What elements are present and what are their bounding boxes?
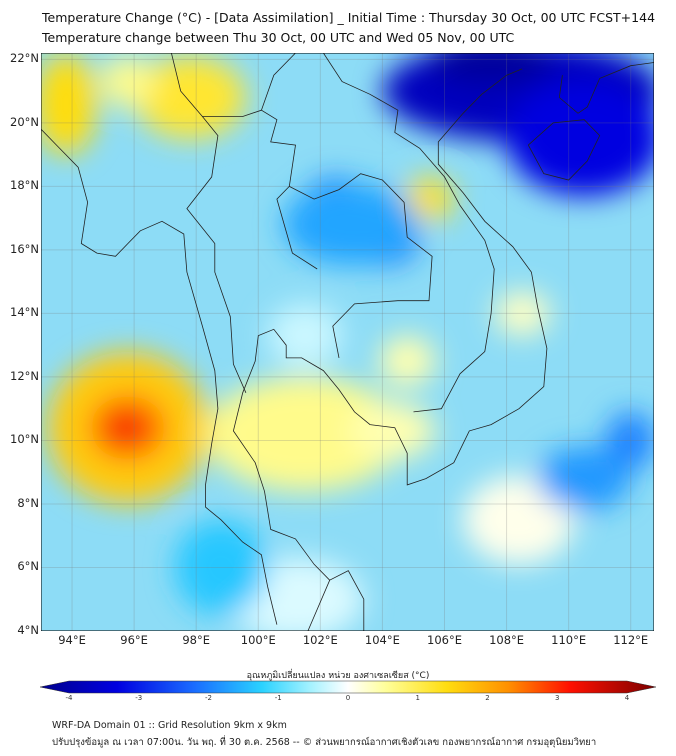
map-title: Temperature Change (°C) - [Data Assimila… — [42, 10, 656, 25]
longitude-label: 110°E — [551, 633, 587, 647]
longitude-label: 102°E — [302, 633, 338, 647]
temperature-anomaly-region — [379, 335, 436, 387]
latitude-label: 8°N — [17, 495, 39, 510]
longitude-label: 112°E — [613, 633, 649, 647]
latitude-label: 6°N — [17, 559, 39, 574]
latitude-label: 10°N — [10, 432, 39, 447]
temperature-anomaly-region — [99, 56, 156, 107]
longitude-label: 94°E — [58, 633, 86, 647]
colorbar-label: อุณหภูมิเปลี่ยนแปลง หน่วย องศาเซลเซียส (… — [246, 671, 430, 681]
colorbar-tick-label: -2 — [205, 694, 212, 702]
temperature-anomaly-region — [404, 176, 454, 222]
temperature-anomaly-region — [605, 411, 654, 470]
temperature-anomaly-region — [428, 53, 554, 85]
colorbar-tick-label: -1 — [274, 694, 282, 702]
longitude-label: 106°E — [427, 633, 462, 647]
colorbar-tick-label: 3 — [555, 694, 560, 702]
coastline-border — [261, 53, 296, 111]
temperature-change-map — [41, 53, 654, 631]
colorbar — [40, 680, 656, 694]
coastline-border — [171, 53, 433, 358]
footer-update-info: ปรับปรุงข้อมูล ณ เวลา 07:00น. วัน พฤ. ที… — [52, 737, 597, 748]
colorbar-tick-label: -4 — [65, 694, 73, 702]
temperature-anomaly-region — [463, 475, 575, 565]
temperature-anomaly-region — [41, 53, 97, 155]
colorbar-tick-label: 2 — [485, 694, 490, 702]
coastline-border — [527, 119, 601, 181]
colorbar-tick-label: -3 — [135, 694, 143, 702]
latitude-label: 16°N — [10, 241, 39, 256]
temperature-anomaly-region — [109, 413, 141, 443]
coastline-border — [307, 570, 365, 631]
temperature-anomaly-region — [348, 402, 436, 460]
temperature-anomaly-region — [537, 446, 631, 511]
map-subtitle: Temperature change between Thu 30 Oct, 0… — [42, 30, 515, 45]
coastline-border — [232, 68, 548, 581]
temperature-anomaly-region — [283, 183, 420, 266]
colorbar-tick-label: 1 — [415, 694, 420, 702]
latitude-label: 14°N — [10, 305, 39, 320]
longitude-label: 96°E — [120, 633, 148, 647]
coastline-border — [41, 128, 278, 625]
latitude-label: 18°N — [10, 178, 39, 193]
coastline-border — [186, 116, 247, 393]
footer-model-info: WRF-DA Domain 01 :: Grid Resolution 9km … — [52, 720, 287, 731]
latitude-label: 22°N — [10, 51, 39, 66]
temperature-anomaly-region — [134, 56, 246, 139]
longitude-label: 100°E — [240, 633, 276, 647]
latitude-label: 12°N — [10, 368, 39, 383]
latitude-label: 4°N — [17, 623, 39, 637]
longitude-label: 104°E — [364, 633, 400, 647]
coastline-border — [276, 186, 318, 270]
longitude-label: 98°E — [182, 633, 211, 647]
temperature-anomaly-region — [494, 291, 551, 336]
longitude-label: 108°E — [489, 633, 525, 647]
colorbar-tick-label: 0 — [345, 694, 351, 702]
coastline-border — [323, 53, 495, 413]
colorbar-tick-label: 4 — [624, 694, 630, 702]
temperature-anomaly-region — [506, 81, 654, 196]
latitude-label: 20°N — [10, 114, 39, 129]
coastline-border — [558, 62, 654, 114]
